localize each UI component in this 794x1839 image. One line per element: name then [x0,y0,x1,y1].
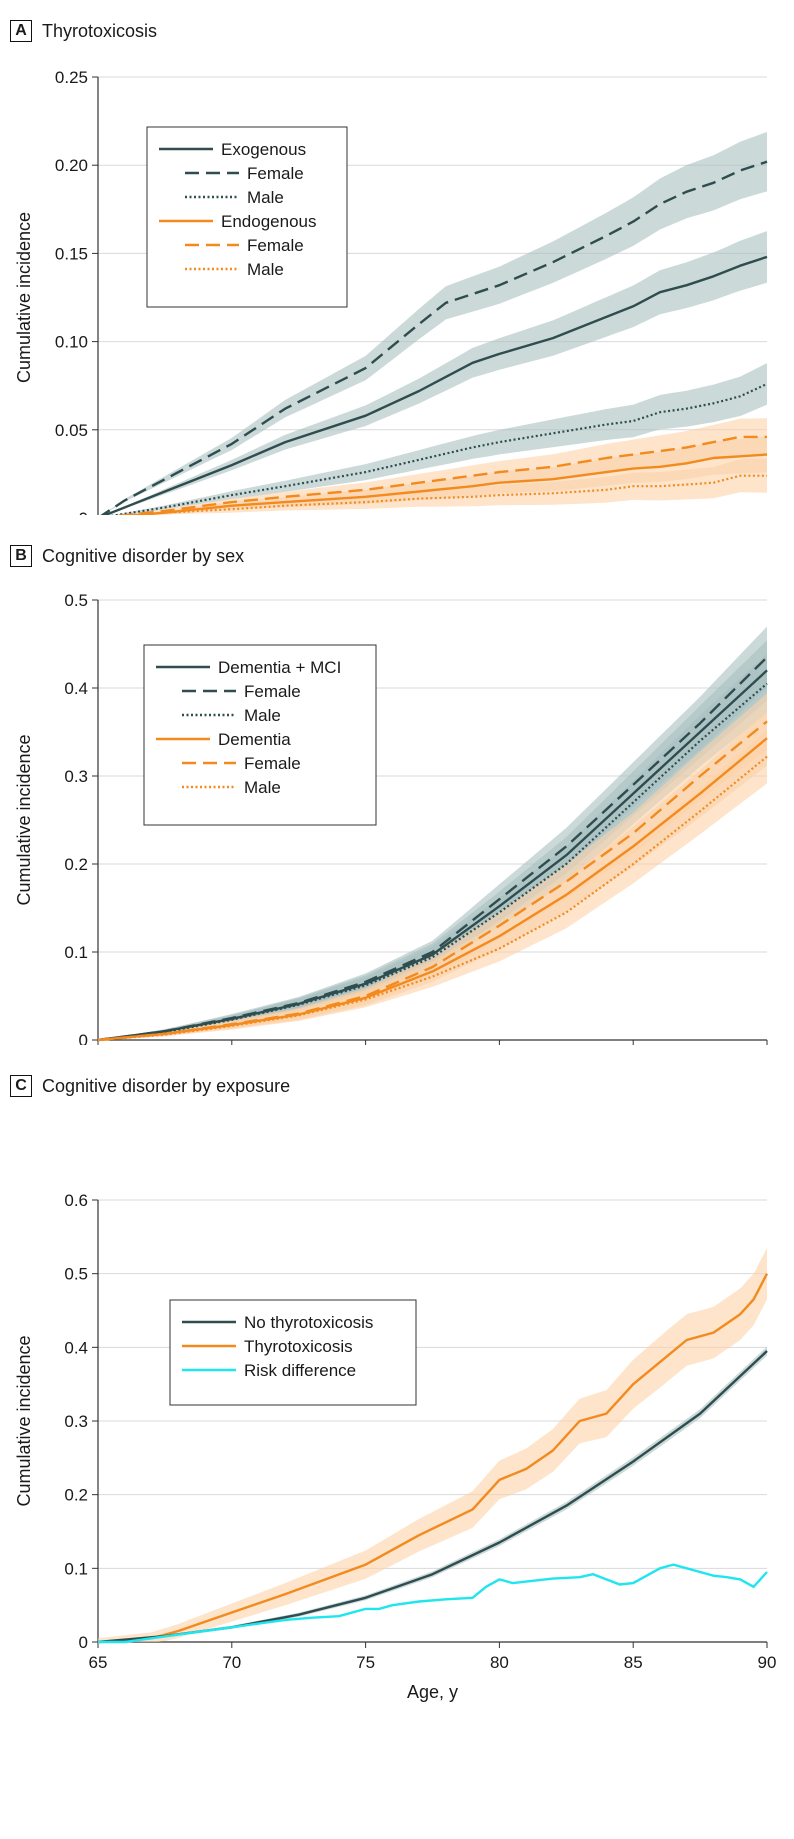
chart-a: 00.050.100.150.200.25657075808590Age, yC… [14,68,768,515]
panel-b: B Cognitive disorder by sex 0 0.1 0.2 0.3 0.… [0,525,794,1045]
panel-a: A Thyrotoxicosis 00.050.100.150.200.2565… [0,0,794,515]
legend-label-exo_m: Male [247,188,284,207]
legend-label-rd: Risk difference [244,1361,356,1380]
panel-b-letter: B [10,545,32,567]
series-line-rd [98,1563,768,1644]
panel-b-header: B Cognitive disorder by sex [10,545,244,567]
x-tick-label: 90 [758,1653,777,1672]
ci-band-d_m [98,729,767,1040]
legend-label-endo_m: Male [247,260,284,279]
legend-label-thyro: Thyrotoxicosis [244,1337,353,1356]
legend-label-d: Dementia [218,730,291,749]
series-line-endo [120,453,768,515]
x-tick-label: 80 [490,1653,509,1672]
legend-label-endo: Endogenous [221,212,316,231]
ci-band-exo [104,231,767,515]
series-line-d [97,737,768,1042]
y-tick-label: 0 [79,1031,88,1045]
legend-label-endo_f: Female [247,236,304,255]
y-tick-label: 0.4 [64,1338,88,1357]
legend: Dementia + MCI Female Male Dementia Female Ma… [143,644,377,826]
y-tick-label: 0.2 [64,1486,88,1505]
legend-label-dm_f: Female [244,682,301,701]
series-line-exo_f [100,160,768,515]
y-tick-label: 0.1 [64,943,88,962]
legend-label-d_f: Female [244,754,301,773]
y-tick-label: 0.15 [55,244,88,263]
x-axis-label: Age, y [407,1682,458,1702]
series-line-exo [102,255,768,515]
legend: No thyrotoxicosis Thyrotoxicosis Risk diff… [169,1299,417,1406]
legend-box [143,644,377,826]
y-axis-label: Cumulative incidence [14,1335,34,1506]
x-tick-label: 75 [356,1653,375,1672]
y-tick-label: 0.25 [55,68,88,87]
panel-c-title: Cognitive disorder by exposure [42,1075,291,1096]
legend-box [146,126,348,308]
y-axis-label: Cumulative incidence [14,734,34,905]
y-tick-label: 0 [79,509,88,515]
y-tick-label: 0.5 [64,591,88,610]
panel-a-letter: A [10,20,32,42]
legend: Exogenous Female Male Endogenous Female Male [146,126,348,308]
chart-b: 00.10.20.30.40.5657075808590Age, yCumula… [14,591,768,1045]
y-axis-label: Cumulative incidence [14,212,34,383]
legend-label-dm: Dementia + MCI [218,658,341,677]
series-line-thyro [97,1273,769,1644]
panel-b-title: Cognitive disorder by sex [42,545,245,566]
legend-label-d_m: Male [244,778,281,797]
legend-box [169,1299,417,1406]
y-tick-label: 0.5 [64,1265,88,1284]
y-tick-label: 0.20 [55,156,88,175]
y-tick-label: 0.3 [64,767,88,786]
series-line-endo_m [121,474,767,515]
y-tick-label: 0 [79,1633,88,1652]
series-line-dm_m [97,682,768,1042]
legend-label-exo: Exogenous [221,140,306,159]
legend-label-exo_f: Female [247,164,304,183]
y-tick-label: 0.3 [64,1412,88,1431]
panel-a-header: A Thyrotoxicosis [10,20,157,42]
series-line-exo_m [109,382,768,515]
x-tick-label: 85 [624,1653,643,1672]
legend-label-dm_m: Male [244,706,281,725]
legend-label-none: No thyrotoxicosis [244,1313,373,1332]
chart-c: 0 0.1 0.2 0.3 0.4 0.5 0.6 65 70 75 80 85 90 Age, y Cum… [14,1191,777,1702]
y-tick-label: 0.05 [55,421,88,440]
series-line-endo_f [114,435,767,515]
panel-a-title: Thyrotoxicosis [42,20,158,41]
panel-c: C Cognitive disorder by exposure 0 0.1 0.2… [0,1055,794,1839]
y-tick-label: 0.2 [64,855,88,874]
panel-c-header: C Cognitive disorder by exposure [10,1075,290,1097]
y-tick-label: 0.6 [64,1191,88,1210]
y-tick-label: 0.1 [64,1559,88,1578]
y-tick-label: 0.10 [55,333,88,352]
x-tick-label: 65 [89,1653,108,1672]
x-tick-label: 70 [222,1653,241,1672]
panel-c-letter: C [10,1075,32,1097]
y-tick-label: 0.4 [64,679,88,698]
